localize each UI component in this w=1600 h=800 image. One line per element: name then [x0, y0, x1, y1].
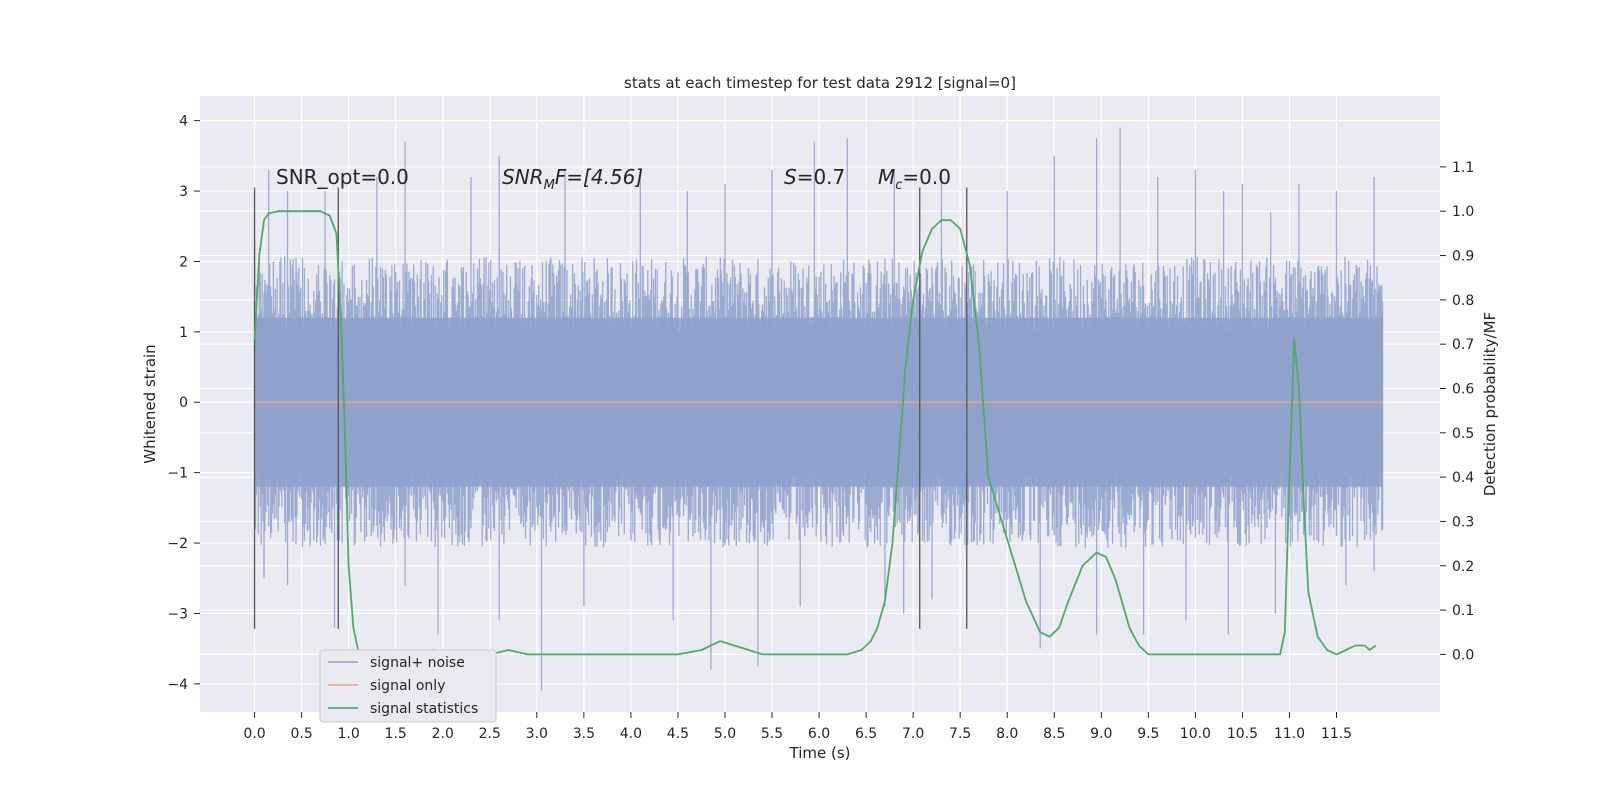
y2-tick-label: 0.5	[1452, 426, 1474, 442]
y-axis-label: Whitened strain	[141, 344, 159, 463]
x-tick-label: 9.5	[1137, 726, 1159, 742]
y2-tick-label: 1.0	[1452, 204, 1474, 220]
annotation-s: S=0.7	[784, 165, 845, 189]
x-axis-ticks: 0.0 0.5 1.0 1.5 2.0 2.5 3.0 3.5 4.0 4.5 5.0 5.5 6.0 6…	[243, 712, 1352, 742]
y2-tick-label: 0.4	[1452, 470, 1474, 486]
x-tick-label: 0.5	[290, 726, 312, 742]
legend-label-signal-only: signal only	[370, 678, 445, 694]
right-axis-ticks: 0.0 0.1 0.2 0.3 0.4 0.5 0.6 0.7 0.8 0.9 1.0 1.1	[1440, 160, 1474, 663]
x-tick-label: 6.0	[808, 726, 830, 742]
y-tick-label: −1	[167, 466, 188, 482]
annotations: SNR_opt=0.0 SNRMF=[4.56] S=0.7 Mc=0.0	[276, 165, 951, 193]
y2-tick-label: 0.1	[1452, 603, 1474, 619]
x-tick-label: 0.0	[243, 726, 265, 742]
y2-tick-label: 0.3	[1452, 514, 1474, 530]
y-tick-label: −4	[167, 677, 188, 693]
annotation-snr-opt: SNR_opt=0.0	[276, 165, 409, 189]
x-tick-label: 10.5	[1227, 726, 1258, 742]
left-axis-ticks: −4 −3 −2 −1 0 1 2 3 4	[167, 114, 200, 693]
x-tick-label: 6.5	[855, 726, 877, 742]
y-tick-label: −3	[167, 606, 188, 622]
y2-tick-label: 0.8	[1452, 293, 1474, 309]
annotation-mc: Mc=0.0	[878, 165, 951, 193]
x-tick-label: 5.0	[714, 726, 736, 742]
y2-tick-label: 0.2	[1452, 559, 1474, 575]
x-axis-label: Time (s)	[789, 744, 851, 762]
x-tick-label: 7.5	[949, 726, 971, 742]
legend-label-signal-noise: signal+ noise	[370, 655, 465, 671]
y2-tick-label: 1.1	[1452, 160, 1474, 176]
x-tick-label: 3.5	[573, 726, 595, 742]
y-tick-label: 3	[179, 184, 188, 200]
x-tick-label: 4.0	[620, 726, 642, 742]
chart-title: stats at each timestep for test data 291…	[624, 74, 1016, 92]
x-tick-label: 2.5	[479, 726, 501, 742]
x-tick-label: 5.5	[761, 726, 783, 742]
y2-axis-label: Detection probability/MF	[1481, 312, 1499, 496]
y-tick-label: 0	[179, 395, 188, 411]
y2-tick-label: 0.7	[1452, 337, 1474, 353]
y-tick-label: 2	[179, 254, 188, 270]
x-tick-label: 4.5	[667, 726, 689, 742]
x-tick-label: 10.0	[1180, 726, 1211, 742]
x-tick-label: 8.0	[996, 726, 1018, 742]
x-tick-label: 1.0	[338, 726, 360, 742]
legend-box	[319, 649, 497, 723]
x-tick-label: 7.0	[902, 726, 924, 742]
x-tick-label: 11.5	[1321, 726, 1352, 742]
x-tick-label: 9.0	[1090, 726, 1112, 742]
y-tick-label: 4	[179, 114, 188, 130]
x-tick-label: 11.0	[1274, 726, 1305, 742]
y-tick-label: −2	[167, 536, 188, 552]
x-tick-label: 1.5	[385, 726, 407, 742]
annotation-snr-mf: SNRMF=[4.56]	[502, 165, 643, 193]
y2-tick-label: 0.0	[1452, 647, 1474, 663]
x-tick-label: 3.0	[526, 726, 548, 742]
y-tick-label: 1	[179, 325, 188, 341]
x-tick-label: 2.0	[432, 726, 454, 742]
legend: signal+ noise signal only signal statist…	[319, 649, 497, 723]
y2-tick-label: 0.9	[1452, 249, 1474, 265]
x-tick-label: 8.5	[1043, 726, 1065, 742]
y2-tick-label: 0.6	[1452, 381, 1474, 397]
legend-label-signal-statistics: signal statistics	[370, 701, 478, 717]
